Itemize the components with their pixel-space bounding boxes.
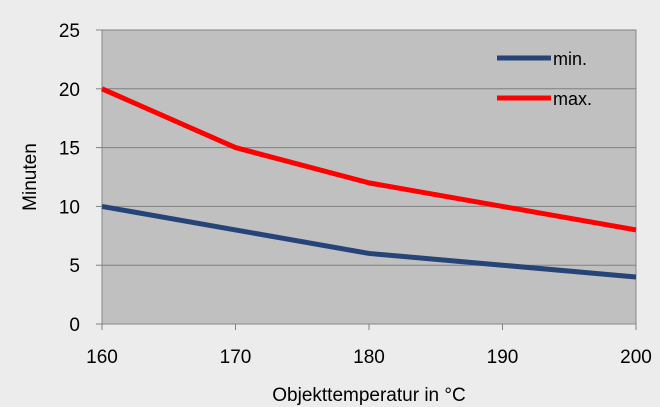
y-axis-title: Minuten	[20, 143, 41, 211]
y-tick-label: 20	[59, 80, 80, 101]
x-tick-label: 200	[620, 347, 652, 368]
y-tick-label: 15	[59, 139, 80, 160]
series-line-max	[100, 86, 637, 233]
x-tick-label: 180	[353, 347, 385, 368]
y-axis-ticks: 0 5 10 15 20 25	[59, 21, 102, 336]
grid-lines	[102, 29, 636, 266]
y-tick-label: 5	[69, 256, 80, 277]
x-tick-label: 190	[487, 347, 519, 368]
legend: min. max.	[497, 49, 592, 109]
legend-label: min.	[553, 49, 587, 69]
series-line-min	[101, 203, 637, 280]
series-lines	[100, 86, 637, 280]
y-tick-label: 25	[59, 21, 80, 42]
x-axis-title: Objekttemperatur in °C	[272, 385, 465, 406]
legend-label: max.	[553, 89, 592, 109]
x-tick-label: 170	[220, 347, 252, 368]
x-tick-label: 160	[86, 347, 118, 368]
y-tick-label: 0	[69, 315, 80, 336]
y-tick-label: 10	[59, 197, 80, 218]
x-axis-ticks: 160 170 180 190 200	[86, 324, 652, 368]
plot-area	[101, 29, 637, 325]
